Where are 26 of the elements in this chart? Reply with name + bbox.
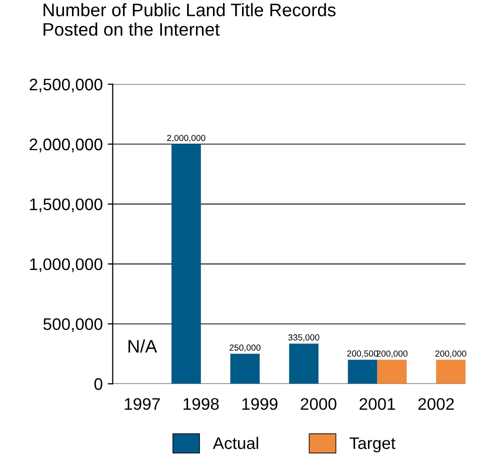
bar (377, 360, 407, 384)
bar (289, 344, 318, 384)
bar (230, 354, 260, 384)
bar (348, 360, 378, 384)
x-tick-label: 1999 (242, 398, 278, 410)
chart-title: Number of Public Land Title Records Posted on the Internet (44, 3, 336, 36)
y-tick-label: 1,500,000 (30, 198, 102, 212)
data-label: 2,000,000 (167, 134, 206, 142)
bar (436, 360, 466, 384)
data-label: 200,000 (435, 350, 466, 358)
y-tick-label: 500,000 (43, 318, 102, 332)
y-tick-label: 2,000,000 (30, 138, 102, 152)
y-tick-label: 0 (94, 378, 102, 390)
annotation: N/A (128, 339, 158, 353)
legend-label: Actual (212, 436, 258, 450)
bar (172, 144, 201, 384)
y-tick-label: 1,000,000 (30, 258, 102, 272)
x-tick-label: 1997 (124, 398, 160, 410)
x-tick-label: 1998 (184, 398, 219, 410)
data-label: 250,000 (230, 344, 260, 352)
x-tick-label: 2001 (360, 398, 396, 410)
x-tick-label: 2000 (300, 398, 336, 410)
y-tick-label: 2,500,000 (30, 78, 102, 92)
x-tick-label: 2002 (418, 398, 454, 410)
data-label: 335,000 (288, 334, 320, 342)
legend-label: Target (350, 437, 396, 452)
